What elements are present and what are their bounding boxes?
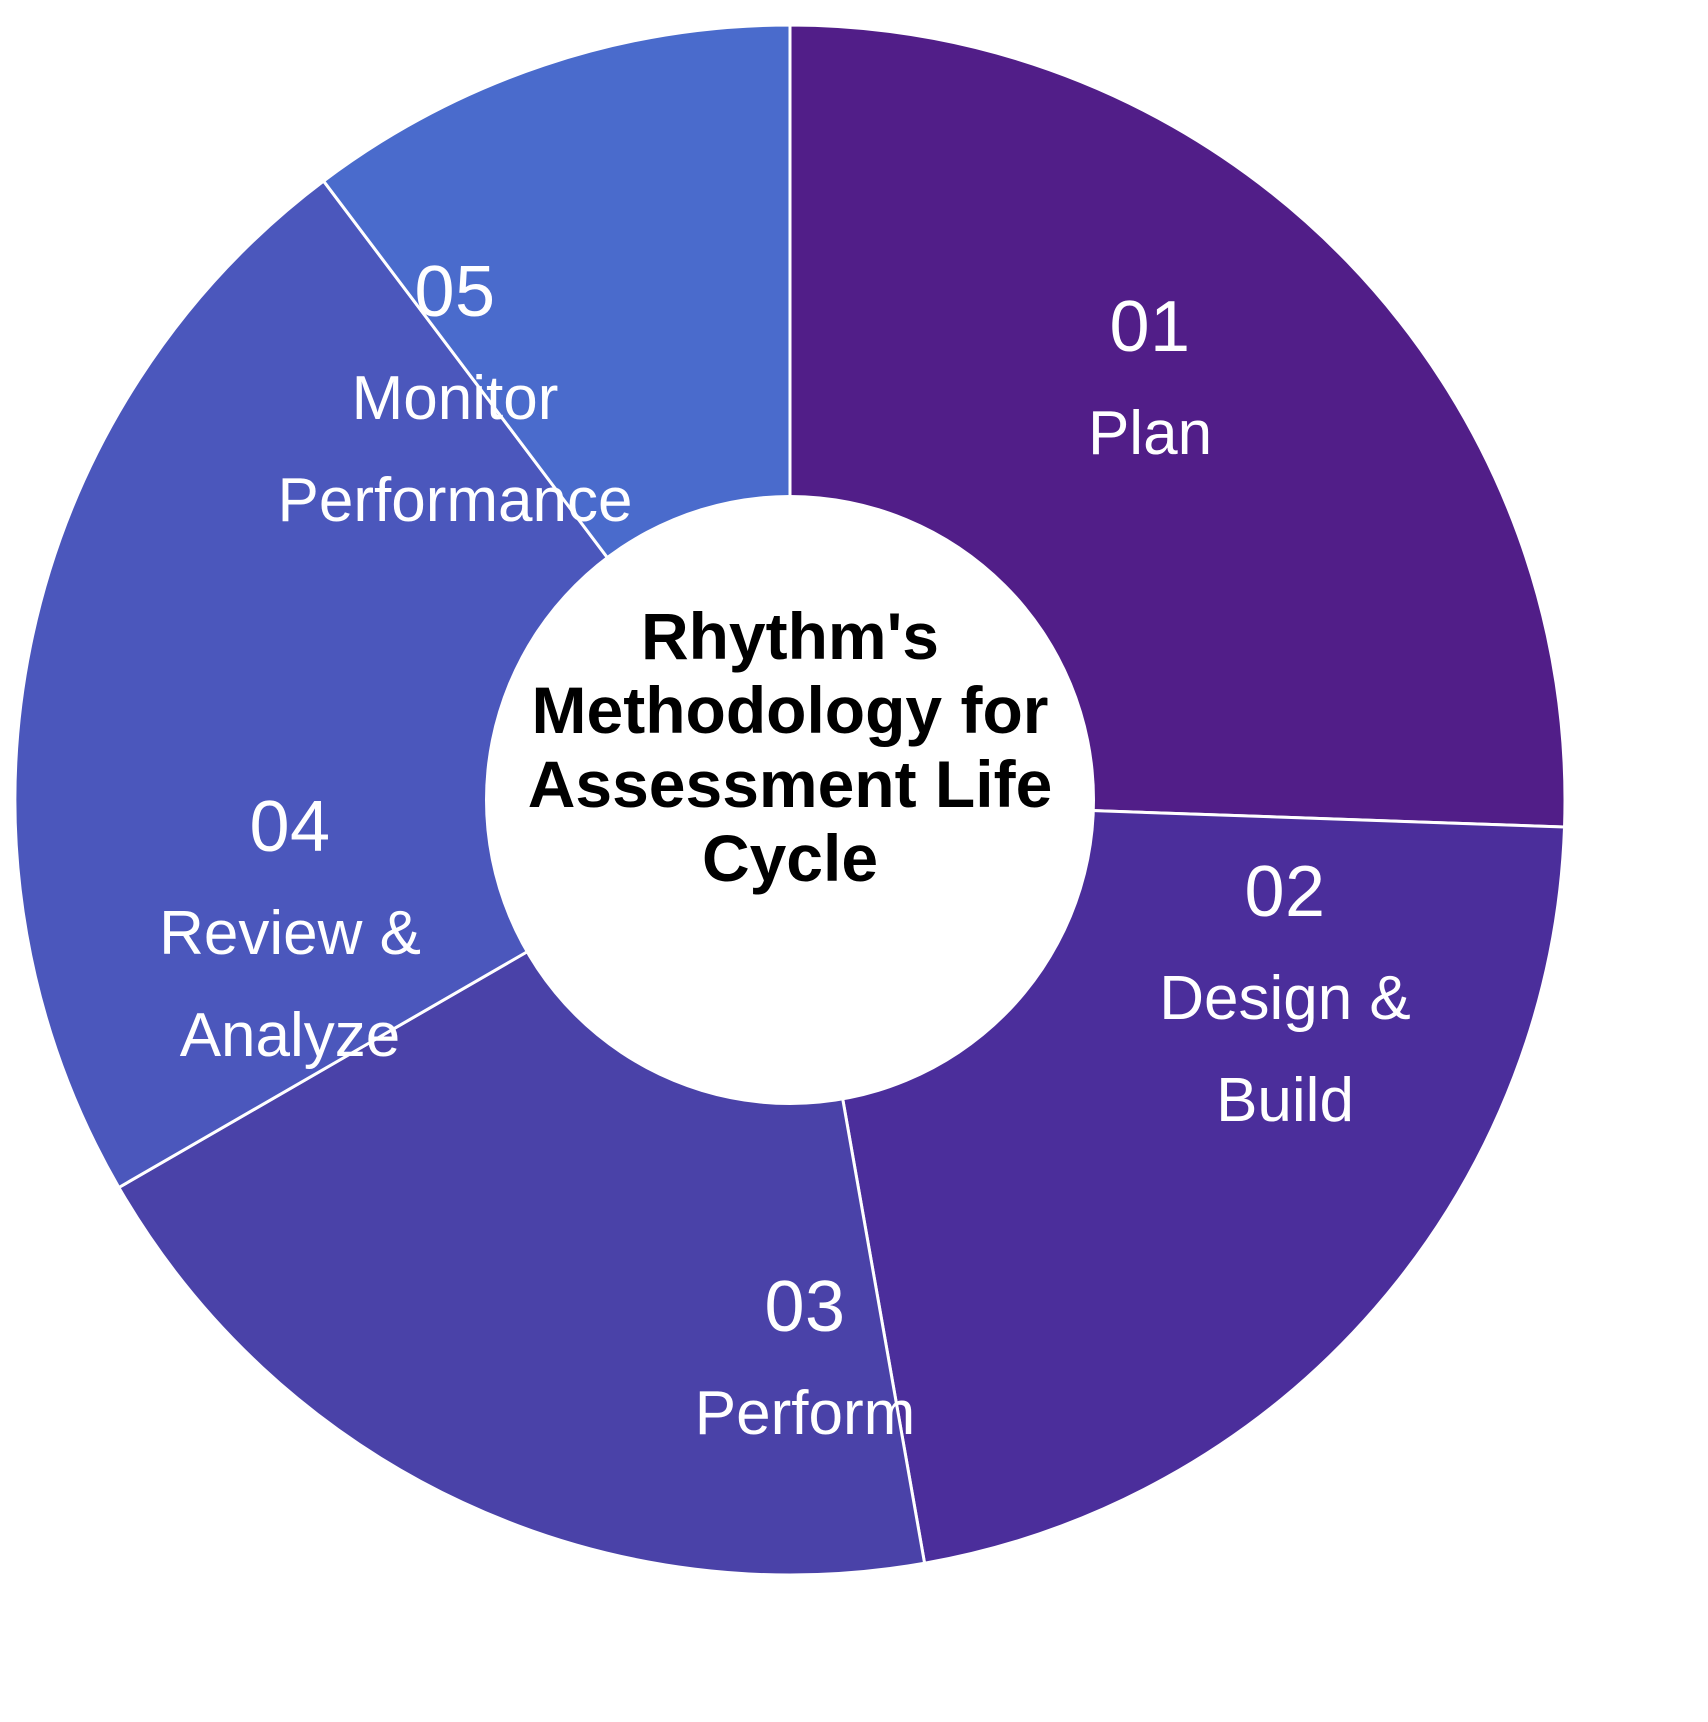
donut-center-hub xyxy=(485,495,1095,1105)
donut-segment-04[interactable] xyxy=(13,178,793,1190)
